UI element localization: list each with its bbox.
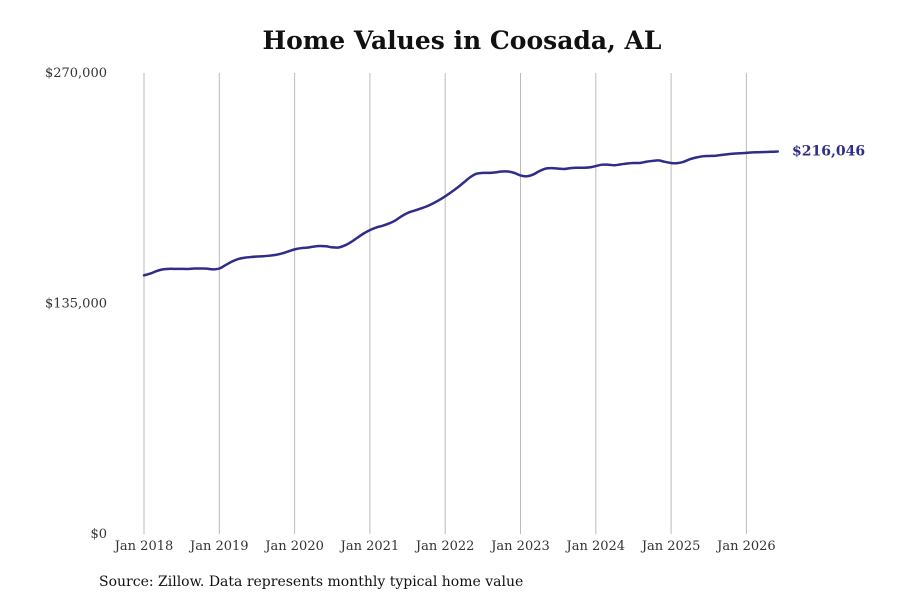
x-tick-label: Jan 2023 <box>489 539 550 554</box>
grid-layer <box>143 73 747 534</box>
x-tick-label: Jan 2021 <box>339 539 400 554</box>
x-tick-label: Jan 2019 <box>188 539 249 554</box>
x-tick-label: Jan 2020 <box>263 539 324 554</box>
x-tick-label: Jan 2022 <box>414 539 475 554</box>
y-tick-label: $135,000 <box>45 297 107 312</box>
x-tick-label: Jan 2025 <box>640 539 701 554</box>
axis-layer: Jan 2018 Jan 2019 Jan 2020 Jan 2021 Jan 2022… <box>45 66 776 554</box>
x-tick-label: Jan 2018 <box>113 539 174 554</box>
chart-title: Home Values in Coosada, AL <box>262 26 662 55</box>
series-line <box>142 150 780 277</box>
x-tick-label: Jan 2024 <box>565 539 626 554</box>
label-layer: $216,046 <box>792 144 865 160</box>
source-note: Source: Zillow. Data represents monthly … <box>99 574 524 590</box>
x-tick-label: Jan 2026 <box>715 539 776 554</box>
y-tick-label: $0 <box>90 527 107 542</box>
end-value-label: $216,046 <box>792 144 865 160</box>
y-tick-label: $270,000 <box>45 66 107 81</box>
series-layer <box>142 150 780 277</box>
